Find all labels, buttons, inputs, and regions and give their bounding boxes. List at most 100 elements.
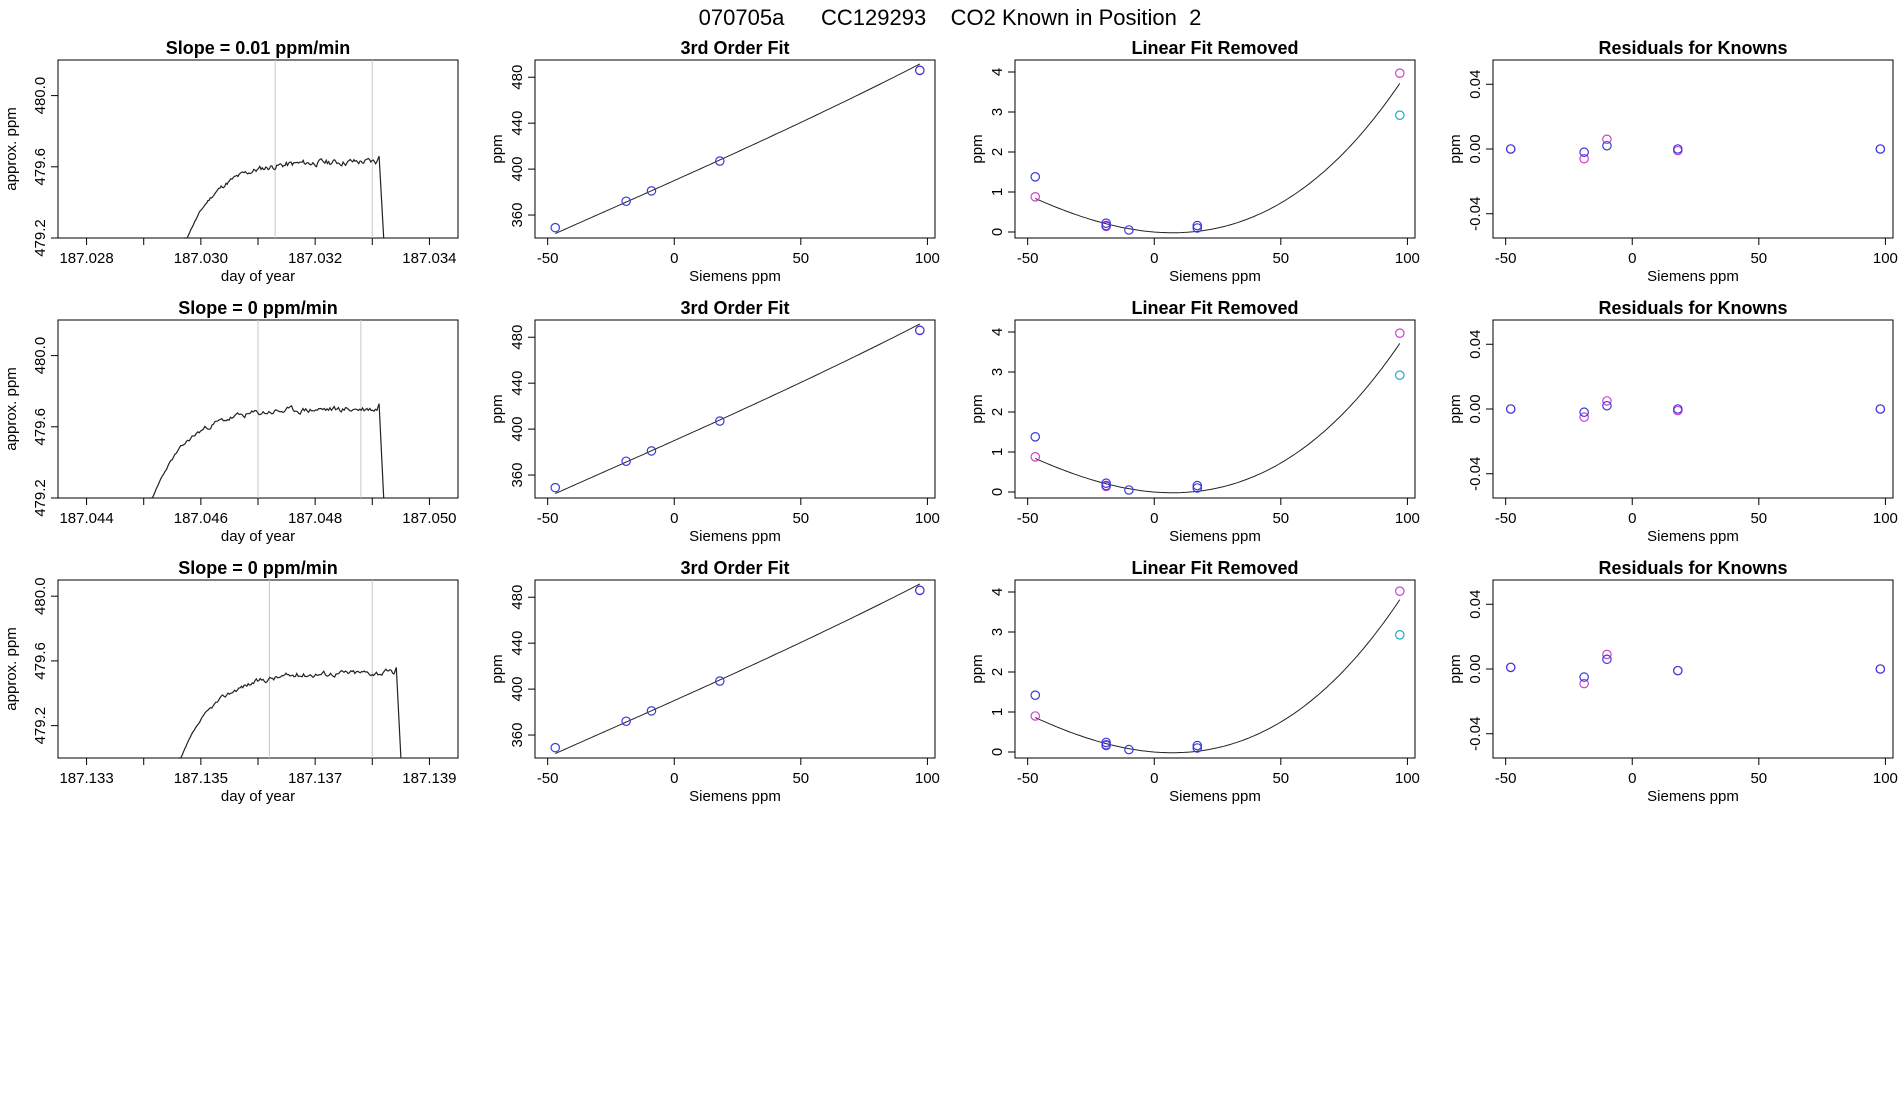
data-point-blue [915, 65, 925, 76]
x-tick-label: -50 [537, 250, 559, 267]
panel: Residuals for Knowns -50 0 50 100 -0.04 0.00 0.… [1447, 38, 1898, 285]
x-tick-label: -50 [1495, 510, 1517, 527]
y-tick-label: 0 [989, 228, 1006, 236]
y-tick-label: 480.0 [32, 77, 49, 115]
y-tick-label: 480 [509, 585, 526, 610]
y-tick-label: 4 [989, 68, 1006, 76]
x-tick-label: 100 [1395, 250, 1420, 267]
x-tick-label: 187.048 [288, 510, 342, 527]
data-point-blue [1673, 404, 1683, 414]
y-tick-label: 0.00 [1467, 654, 1484, 683]
x-axis-label: day of year [221, 268, 295, 285]
x-tick-label: 0 [1150, 510, 1158, 527]
y-tick-label: 0.00 [1467, 134, 1484, 163]
fit-curve [1035, 599, 1401, 754]
x-tick-label: -50 [1495, 770, 1517, 787]
y-tick-label: 0 [989, 748, 1006, 756]
panel: Linear Fit Removed -50 0 50 100 0 1 2 3 4 Siemens … [969, 38, 1420, 285]
data-point-magenta [1602, 649, 1612, 660]
data-point-blue [1875, 664, 1886, 674]
x-tick-label: 50 [1750, 250, 1767, 267]
x-tick-label: 50 [1750, 510, 1767, 527]
panel: 3rd Order Fit -50 0 50 100 360 400 440 480 Siemen… [489, 38, 940, 285]
data-point-blue [1673, 144, 1683, 154]
y-axis-label: ppm [489, 134, 506, 163]
x-tick-label: 187.044 [59, 510, 113, 527]
x-tick-label: 0 [1628, 250, 1636, 267]
panel-title: Residuals for Knowns [1598, 298, 1787, 318]
y-tick-label: 400 [509, 157, 526, 182]
y-tick-label: -0.04 [1467, 717, 1484, 751]
data-point-blue [1101, 739, 1111, 750]
data-point-blue [1101, 478, 1111, 488]
fit-curve [1035, 83, 1401, 234]
y-tick-label: 0.00 [1467, 394, 1484, 423]
y-tick-label: 479.6 [32, 148, 49, 186]
x-axis-label: Siemens ppm [689, 528, 781, 545]
y-tick-label: 360 [509, 463, 526, 488]
data-point-blue [1192, 743, 1203, 753]
fit-curve [1035, 343, 1401, 494]
panel-title: Slope = 0.01 ppm/min [166, 38, 351, 58]
data-point-blue [915, 585, 925, 596]
panel: 3rd Order Fit -50 0 50 100 360 400 440 480 Siemen… [489, 558, 940, 805]
data-point-blue [621, 196, 631, 207]
y-tick-label: 0 [989, 488, 1006, 496]
plot-frame [1492, 319, 1894, 499]
data-point-blue [550, 482, 561, 493]
data-point-cyan [1395, 110, 1405, 120]
y-axis-label: ppm [489, 654, 506, 683]
x-axis-label: Siemens ppm [1169, 268, 1261, 285]
x-axis-label: Siemens ppm [1647, 528, 1739, 545]
plot-frame [1492, 579, 1894, 759]
figure-title: 070705a CC129293 CO2 Known in Position 2 [699, 5, 1202, 30]
x-tick-label: 50 [792, 510, 809, 527]
x-axis-label: Siemens ppm [1169, 528, 1261, 545]
y-tick-label: 1 [989, 188, 1006, 196]
x-axis-label: Siemens ppm [1647, 788, 1739, 805]
panel-title: Slope = 0 ppm/min [178, 298, 338, 318]
y-tick-label: 479.6 [32, 408, 49, 446]
y-tick-label: 4 [989, 588, 1006, 596]
panel-title: Linear Fit Removed [1131, 558, 1298, 578]
y-tick-label: 440 [509, 371, 526, 396]
data-point-magenta [1395, 68, 1405, 78]
data-point-blue [915, 325, 925, 336]
x-tick-label: 50 [1272, 510, 1289, 527]
x-tick-label: 50 [792, 770, 809, 787]
y-axis-label: approx. ppm [3, 107, 20, 190]
panels: Slope = 0.01 ppm/min 187.028 187.030 187.03… [3, 38, 1898, 805]
data-point-blue [646, 446, 657, 456]
data-point-blue [1030, 431, 1041, 442]
x-tick-label: 100 [915, 770, 940, 787]
y-tick-label: -0.04 [1467, 457, 1484, 491]
y-tick-label: 400 [509, 677, 526, 702]
y-tick-label: 2 [989, 408, 1006, 416]
x-tick-label: 187.137 [288, 770, 342, 787]
data-point-magenta [1579, 678, 1589, 689]
data-point-blue [621, 716, 631, 727]
x-tick-label: 100 [915, 250, 940, 267]
data-point-blue [550, 742, 561, 753]
x-tick-label: 0 [1628, 510, 1636, 527]
data-point-blue [1579, 407, 1589, 418]
y-axis-label: ppm [969, 654, 986, 683]
x-axis-label: Siemens ppm [689, 788, 781, 805]
y-tick-label: 4 [989, 328, 1006, 336]
x-axis-label: Siemens ppm [1169, 788, 1261, 805]
x-tick-label: 100 [1873, 510, 1898, 527]
data-point-blue [646, 706, 657, 716]
data-point-blue [1101, 218, 1111, 228]
plot-frame [1014, 59, 1416, 239]
x-tick-label: -50 [537, 770, 559, 787]
x-tick-label: 187.050 [402, 510, 456, 527]
data-point-magenta [1395, 328, 1405, 338]
data-point-blue [1192, 483, 1203, 493]
y-axis-label: ppm [969, 134, 986, 163]
y-tick-label: 2 [989, 148, 1006, 156]
y-tick-label: 2 [989, 668, 1006, 676]
y-tick-label: 0.04 [1467, 70, 1484, 99]
data-point-magenta [1579, 412, 1589, 422]
x-tick-label: 100 [1873, 770, 1898, 787]
data-point-blue [715, 676, 725, 686]
